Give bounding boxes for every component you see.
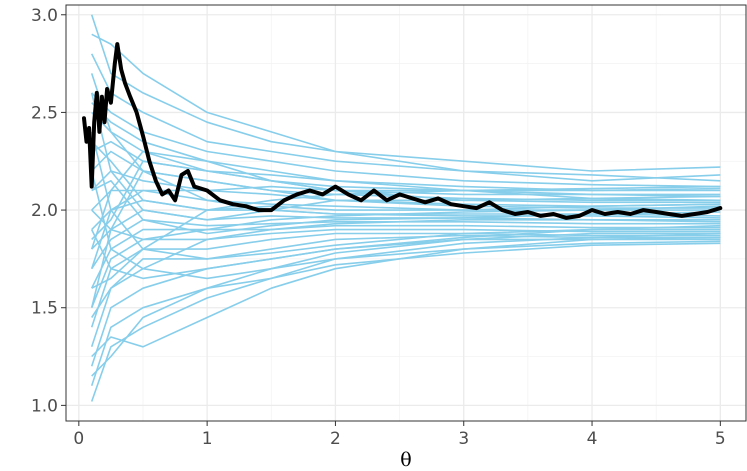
background-series-line <box>91 141 721 211</box>
background-series-line <box>90 170 721 280</box>
y-tick-label: 1.5 <box>31 299 58 319</box>
x-tick-label: 4 <box>587 429 598 449</box>
background-series-line <box>91 205 721 241</box>
background-series-line <box>90 185 721 269</box>
x-tick-label: 0 <box>73 429 84 449</box>
background-series-line <box>91 92 721 188</box>
x-axis-title: θ <box>400 449 411 471</box>
background-series-line <box>91 185 721 289</box>
x-tick-label: 5 <box>715 429 726 449</box>
background-series-line <box>91 236 721 358</box>
axis-ticks <box>61 14 721 426</box>
background-series-line <box>91 102 721 202</box>
y-tick-label: 2.0 <box>31 201 58 221</box>
background-series-line <box>91 160 721 240</box>
background-series-line <box>90 14 721 172</box>
y-tick-label: 2.5 <box>31 103 58 123</box>
x-tick-label: 2 <box>330 429 341 449</box>
axis-tick-labels: 0 1 2 3 4 5 1.0 1.5 2.0 2.5 3.0 <box>31 6 726 449</box>
grid-lines <box>66 5 746 421</box>
highlight-series-line <box>82 42 723 220</box>
background-series-group <box>90 14 721 402</box>
background-series-line <box>90 53 721 182</box>
background-series-line <box>90 234 721 348</box>
background-series-line <box>91 33 721 182</box>
y-tick-label: 3.0 <box>31 6 58 26</box>
background-series-line <box>91 232 721 377</box>
background-series-line <box>90 224 721 280</box>
background-series-line <box>91 219 721 318</box>
background-series-line <box>90 131 721 260</box>
y-tick-label: 1.0 <box>31 396 58 416</box>
x-tick-label: 1 <box>202 429 213 449</box>
panel-border <box>65 4 747 422</box>
highlight-series-group <box>82 42 723 220</box>
x-tick-label: 3 <box>458 429 469 449</box>
